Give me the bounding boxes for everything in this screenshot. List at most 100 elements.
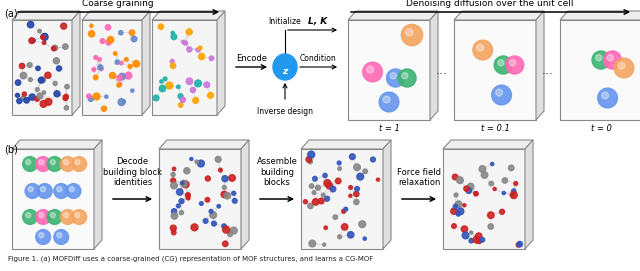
Circle shape [200, 202, 203, 205]
Circle shape [113, 52, 117, 55]
Circle shape [308, 160, 312, 164]
Circle shape [36, 210, 51, 224]
Circle shape [50, 160, 56, 165]
Circle shape [342, 209, 346, 213]
Circle shape [363, 169, 367, 173]
Circle shape [517, 241, 522, 247]
Circle shape [387, 69, 404, 87]
Circle shape [337, 161, 341, 165]
Circle shape [182, 181, 189, 188]
Circle shape [330, 186, 336, 192]
Circle shape [500, 209, 504, 214]
Circle shape [41, 35, 45, 39]
Circle shape [117, 83, 121, 87]
Circle shape [607, 54, 613, 61]
Circle shape [92, 67, 96, 71]
Circle shape [63, 212, 68, 218]
Circle shape [60, 157, 75, 171]
Circle shape [38, 77, 44, 83]
Polygon shape [383, 140, 391, 249]
Circle shape [26, 212, 31, 218]
Circle shape [604, 51, 621, 69]
Circle shape [128, 64, 132, 69]
Polygon shape [72, 11, 80, 115]
Circle shape [133, 60, 140, 67]
Circle shape [182, 40, 185, 44]
Circle shape [467, 183, 474, 190]
Circle shape [166, 82, 173, 89]
Circle shape [41, 33, 48, 40]
Circle shape [171, 34, 177, 40]
Circle shape [354, 191, 359, 197]
Circle shape [354, 164, 360, 170]
Circle shape [508, 165, 514, 171]
Circle shape [596, 54, 602, 61]
Circle shape [90, 24, 93, 27]
Text: Force field
relaxation: Force field relaxation [397, 167, 441, 187]
Text: Decode
building block
identities: Decode building block identities [103, 157, 162, 187]
Circle shape [312, 176, 317, 181]
Circle shape [466, 188, 472, 193]
Circle shape [357, 173, 364, 180]
Circle shape [39, 233, 44, 238]
Circle shape [198, 160, 204, 167]
Circle shape [198, 53, 205, 60]
Circle shape [179, 103, 183, 107]
Circle shape [228, 232, 232, 237]
Circle shape [312, 199, 319, 205]
Circle shape [463, 204, 466, 207]
Circle shape [209, 56, 214, 60]
Text: L, K: L, K [308, 17, 328, 26]
Circle shape [118, 99, 125, 105]
Circle shape [342, 224, 348, 230]
Text: ...: ... [542, 63, 554, 76]
Circle shape [98, 65, 103, 70]
Circle shape [481, 172, 488, 178]
Polygon shape [536, 11, 544, 120]
Circle shape [172, 209, 177, 214]
Polygon shape [94, 140, 102, 249]
Circle shape [511, 189, 516, 193]
Circle shape [93, 93, 100, 100]
Polygon shape [560, 20, 640, 120]
Circle shape [105, 25, 111, 30]
Circle shape [355, 186, 360, 191]
Circle shape [159, 85, 166, 92]
Polygon shape [443, 140, 533, 149]
Polygon shape [560, 11, 640, 20]
Text: Assemble
building
blocks: Assemble building blocks [257, 157, 298, 187]
Circle shape [37, 184, 52, 198]
Polygon shape [454, 11, 544, 20]
Circle shape [47, 210, 62, 224]
Circle shape [187, 47, 192, 52]
Circle shape [124, 57, 128, 61]
Circle shape [453, 204, 458, 209]
Circle shape [57, 186, 62, 192]
Circle shape [491, 162, 494, 166]
Circle shape [371, 157, 376, 162]
Circle shape [36, 230, 51, 244]
Circle shape [26, 160, 31, 165]
Circle shape [51, 46, 56, 51]
Circle shape [131, 89, 134, 92]
Circle shape [462, 232, 469, 239]
Circle shape [17, 99, 22, 104]
Circle shape [363, 237, 366, 240]
Circle shape [19, 63, 25, 69]
Circle shape [54, 184, 68, 198]
Circle shape [37, 93, 43, 99]
Circle shape [64, 106, 68, 110]
Circle shape [63, 94, 68, 99]
Circle shape [75, 212, 80, 218]
Circle shape [614, 58, 634, 78]
Circle shape [333, 215, 337, 220]
Circle shape [494, 56, 512, 74]
Text: Condition: Condition [300, 54, 337, 63]
Circle shape [170, 59, 174, 63]
Circle shape [510, 193, 515, 197]
Circle shape [75, 160, 80, 165]
Circle shape [184, 168, 190, 174]
Circle shape [186, 193, 189, 197]
Circle shape [65, 84, 69, 89]
Circle shape [119, 73, 125, 80]
